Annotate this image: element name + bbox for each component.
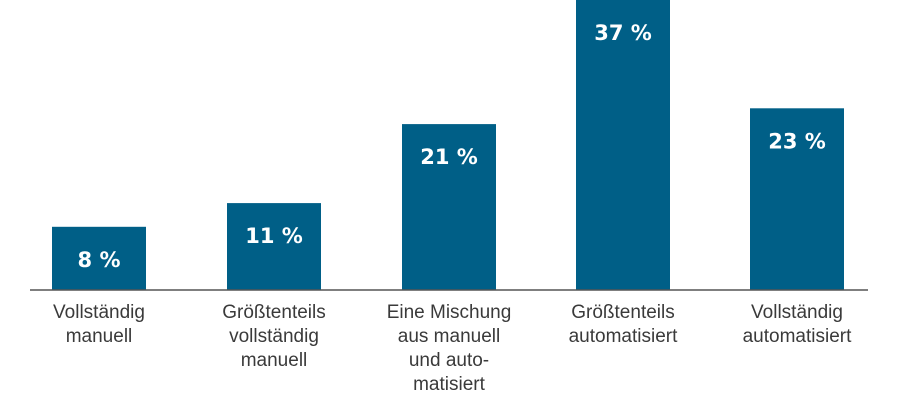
category-label-3-line-4: matisiert	[413, 374, 486, 395]
category-label-4-line-1: Größtenteils	[571, 302, 674, 323]
category-label-1-line-2: manuell	[66, 326, 133, 347]
category-label-5-line-2: automatisiert	[743, 326, 852, 347]
category-label-2-line-3: manuell	[241, 350, 308, 371]
bar-3	[402, 124, 496, 290]
data-label-5: 23 %	[768, 129, 826, 153]
data-label-3: 21 %	[420, 145, 478, 169]
category-label-2-line-2: vollständig	[229, 326, 319, 347]
data-label-4: 37 %	[594, 21, 652, 45]
category-label-3-line-3: und auto-	[409, 350, 489, 371]
bar-1	[52, 226, 146, 290]
bar-2	[227, 203, 321, 290]
data-label-1: 8 %	[78, 248, 121, 272]
category-label-1-line-1: Vollständig	[53, 302, 145, 323]
category-label-3-line-2: aus manuell	[398, 326, 500, 347]
category-label-5-line-1: Vollständig	[751, 302, 843, 323]
data-labels-group: 8 % 11 % 21 % 37 % 23 %	[78, 21, 826, 272]
bar-5	[750, 108, 844, 290]
bars-group	[52, 0, 844, 290]
category-labels-group: Vollständig manuell Größtenteils vollständi…	[53, 302, 852, 395]
data-label-2: 11 %	[245, 224, 303, 248]
category-label-2-line-1: Größtenteils	[222, 302, 325, 323]
category-label-3-line-1: Eine Mischung	[387, 302, 512, 323]
category-label-4-line-2: automatisiert	[569, 326, 678, 347]
bar-4	[576, 0, 670, 290]
